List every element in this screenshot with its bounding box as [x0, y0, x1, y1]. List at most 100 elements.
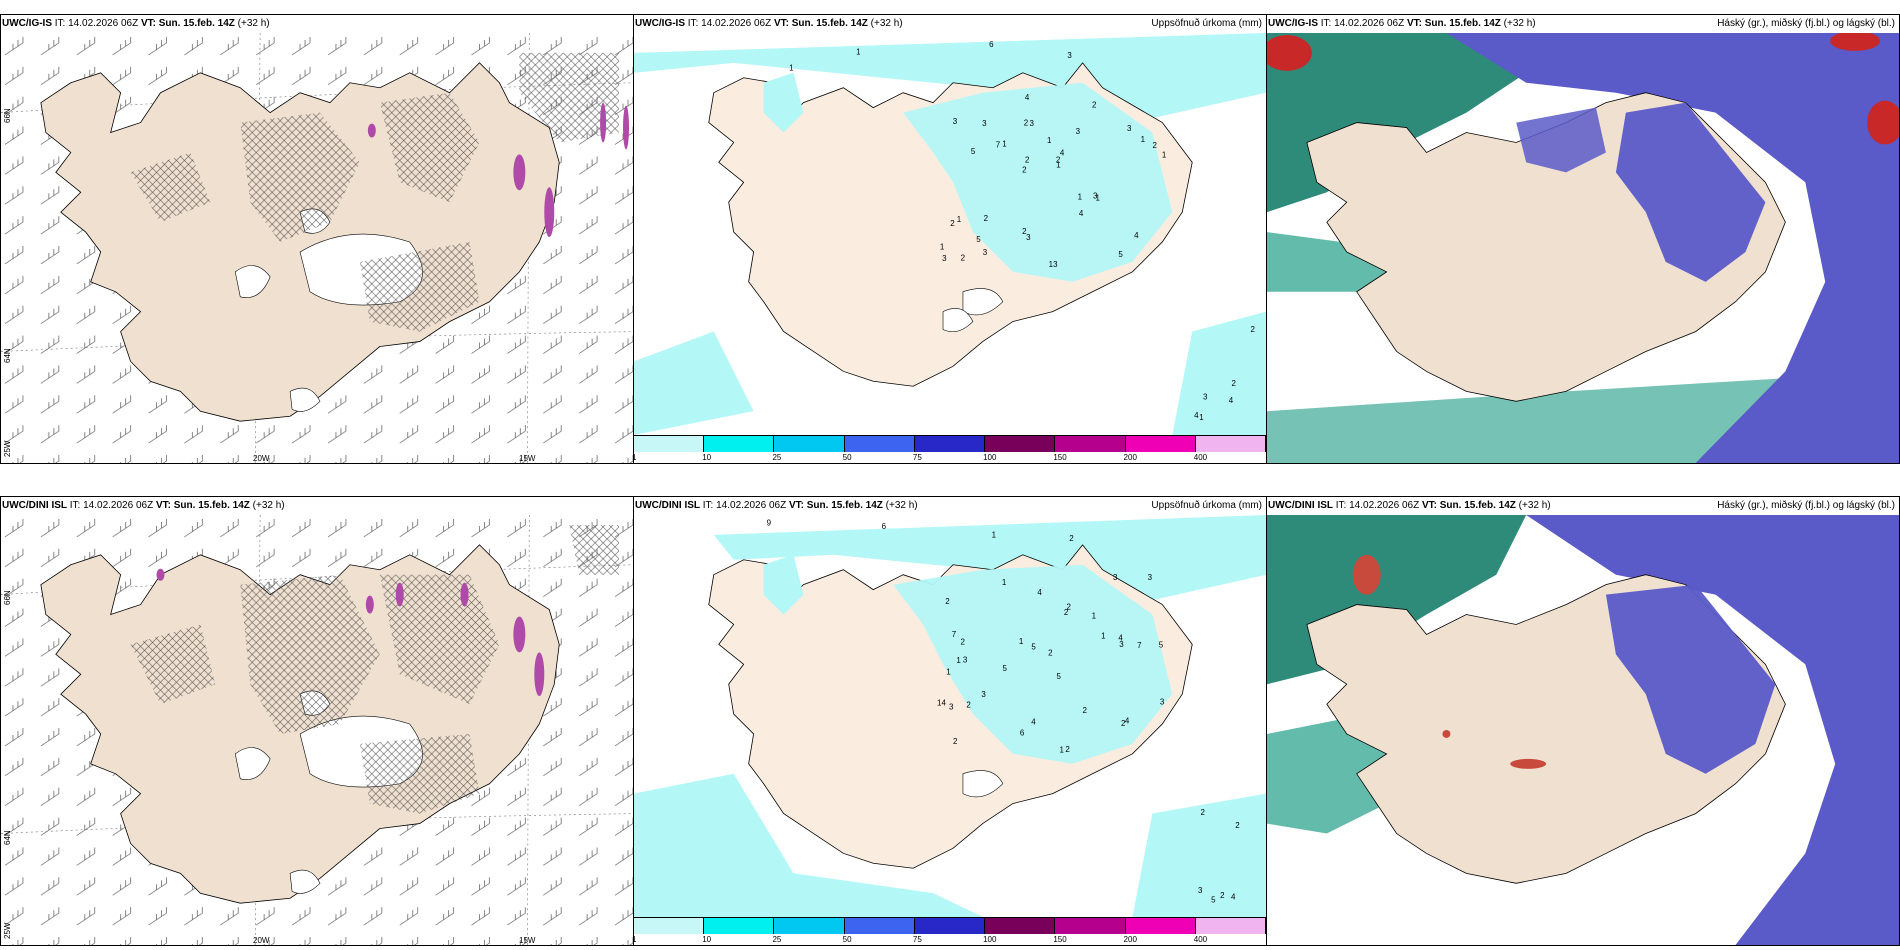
precip-value-label: 2	[945, 597, 950, 606]
colorbar-swatch	[634, 436, 705, 452]
colorbar-label: 50	[842, 453, 852, 462]
precip-value-label: 4	[1194, 411, 1199, 420]
precip-value-label: 4	[1229, 396, 1234, 405]
precip-area-east	[903, 82, 1173, 282]
lat-label-64: 64N	[3, 830, 12, 845]
wind-map	[1, 33, 633, 463]
precip-value-label: 4	[1037, 588, 1042, 597]
panel-title: Háský (gr.), miðský (fj.bl.) og lágský (…	[1717, 18, 1895, 29]
colorbar-label: 1	[634, 935, 636, 944]
precip-value-label: 1	[946, 667, 951, 676]
precip-value-label: 7	[1137, 641, 1142, 650]
precip-value-label: 1	[957, 215, 962, 224]
colorbar-swatch	[1125, 436, 1196, 452]
precip-value-label: 2	[1082, 706, 1087, 715]
precip-value-label: 2	[1024, 118, 1029, 127]
precip-value-label: 3	[1076, 127, 1081, 136]
precip-value-label: 1	[1019, 637, 1024, 646]
precip-value-label: 2	[953, 737, 958, 746]
precip-value-label: 2	[1056, 156, 1061, 165]
precip-value-label: 2	[1235, 821, 1240, 830]
colorbar-label: 75	[912, 935, 922, 944]
colorbar-label: 200	[1123, 453, 1137, 462]
precip-value-label: 3	[1148, 573, 1153, 582]
precip-value-label: 1	[1101, 631, 1106, 640]
precip-value-label: 1	[1056, 161, 1061, 170]
lon-label-20w: 20W	[253, 454, 270, 463]
colorbar-swatch	[1195, 436, 1266, 452]
panel-cloud-top: UWC/IG-IS IT: 14.02.2026 06Z VT: Sun. 15…	[1266, 14, 1900, 464]
precip-value-label: 2	[1022, 227, 1027, 236]
precip-value-label: 1	[1162, 151, 1167, 160]
precip-value-label: 1	[1078, 193, 1083, 202]
precip-value-label: 9	[767, 518, 772, 527]
precip-value-labels: 1163322111153413411122232254313754322331…	[789, 40, 1255, 422]
panel-header: UWC/IG-IS IT: 14.02.2026 06Z VT: Sun. 15…	[2, 18, 270, 29]
precip-value-label: 3	[942, 254, 947, 263]
precip-value-label: 2	[1121, 719, 1126, 728]
cloud-mid-east	[1446, 33, 1899, 463]
precip-value-label: 1	[1092, 611, 1097, 620]
panel-title: Háský (gr.), miðský (fj.bl.) og lágský (…	[1717, 500, 1895, 511]
precip-value-label: 5	[971, 147, 976, 156]
lon-label-15w: 15W	[519, 454, 536, 463]
colorbar-label: 200	[1123, 935, 1137, 944]
precip-value-label: 13	[1049, 260, 1058, 269]
colorbar: 1 10 25 50 75 100 150 200 400	[634, 917, 1266, 945]
panel-header: UWC/IG-IS IT: 14.02.2026 06Z VT: Sun. 15…	[635, 18, 903, 29]
precip-value-label: 1	[1060, 745, 1065, 754]
precip-map: 1 1 6 3 3 2 2 1 1 1 1 5 3 4 1 3 4 1 1 1 2 2 2 3 2 2 5 4 3 13 7 5 4 3 2 2 3 3 1…	[634, 33, 1266, 435]
precip-value-label: 2	[950, 219, 955, 228]
precip-value-label: 3	[981, 690, 986, 699]
precip-value-label: 3	[1198, 886, 1203, 895]
colorbar-label: 400	[1193, 453, 1208, 462]
precip-value-label: 4	[1134, 231, 1139, 240]
colorbar-swatch	[1055, 436, 1126, 452]
precip-value-label: 5	[1003, 664, 1008, 673]
precip-value-label: 4	[1118, 633, 1123, 642]
precip-value-label: 2	[984, 214, 989, 223]
panel-title: Uppsöfnuð úrkoma (mm)	[1151, 18, 1262, 29]
colorbar-swatch	[844, 436, 915, 452]
colorbar-swatch	[774, 918, 845, 934]
precip-value-label: 2	[1064, 608, 1069, 617]
lat-label-25w: 25W	[3, 922, 12, 939]
colorbar-swatch	[634, 918, 705, 934]
precip-value-label: 1	[1002, 139, 1007, 148]
precip-value-label: 1	[956, 656, 961, 665]
precip-value-label: 3	[963, 656, 968, 665]
precip-value-label: 2	[1048, 648, 1053, 657]
precip-value-label: 3	[953, 117, 958, 126]
precip-value-label: 4	[1025, 93, 1030, 102]
precip-value-label: 2	[1232, 379, 1237, 388]
lat-label-66: 66N	[3, 108, 12, 123]
colorbar-label: 25	[772, 453, 782, 462]
colorbar-swatch	[1125, 918, 1196, 934]
lat-label-25w: 25W	[3, 440, 12, 457]
precip-map: 9 6 1 2 5 3 2 1 1 2 2 2 1 5 1 2 4 3 1 3 2 1 5 7 14 7 5 3 4 3 2 2 2 1 2 3 4 6 3…	[634, 515, 1266, 917]
cloud-map	[1267, 33, 1899, 463]
precip-value-label: 7	[996, 141, 1001, 150]
panel-header: UWC/DINI ISL IT: 14.02.2026 06Z VT: Sun.…	[1268, 500, 1551, 511]
precip-value-label: 3	[1026, 233, 1031, 242]
wind-map	[1, 515, 633, 945]
colorbar-swatch	[1195, 918, 1266, 934]
panel-precip-bottom: UWC/DINI ISL IT: 14.02.2026 06Z VT: Sun.…	[633, 496, 1267, 946]
precip-value-label: 2	[1025, 155, 1030, 164]
glacier-langjokull	[234, 265, 271, 298]
precip-value-label: 3	[982, 119, 987, 128]
precip-value-label: 6	[989, 40, 994, 49]
precip-value-label: 2	[1152, 141, 1157, 150]
precip-value-label: 2	[961, 638, 966, 647]
panel-wind-top: UWC/IG-IS IT: 14.02.2026 06Z VT: Sun. 15…	[0, 14, 634, 464]
precip-value-label: 3	[1113, 573, 1118, 582]
colorbar-label: 100	[983, 453, 997, 462]
precip-value-label: 5	[1159, 641, 1164, 650]
precip-value-label: 1	[940, 243, 945, 252]
precip-value-label: 6	[882, 522, 887, 531]
precip-value-label: 2	[1251, 325, 1256, 334]
cloud-map	[1267, 515, 1899, 945]
precip-value-label: 3	[1093, 191, 1098, 200]
panel-wind-bottom: UWC/DINI ISL IT: 14.02.2026 06Z VT: Sun.…	[0, 496, 634, 946]
colorbar-label: 400	[1193, 935, 1208, 944]
